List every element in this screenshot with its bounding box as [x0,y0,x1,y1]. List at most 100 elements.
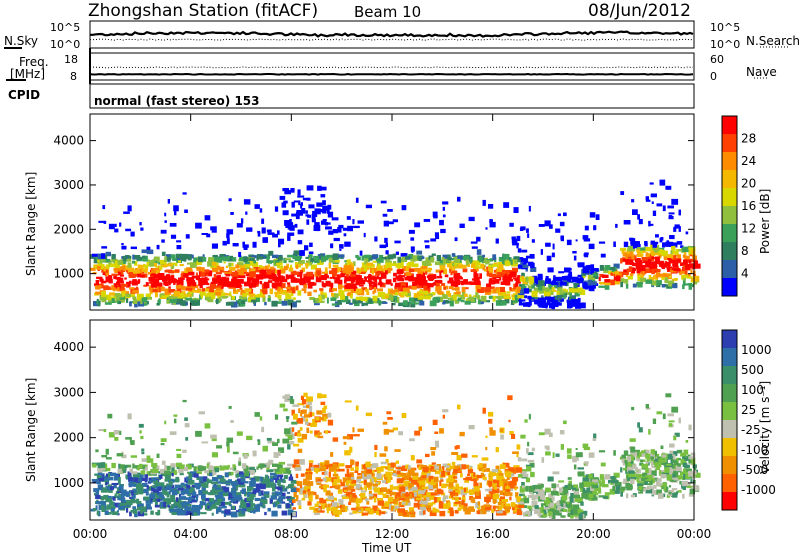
echo-cell [284,266,288,270]
echo-cell [546,446,549,451]
echo-cell [439,291,444,294]
echo-cell [306,272,313,277]
echo-cell [624,242,628,247]
echo-cell [161,443,165,445]
echo-cell [653,419,656,424]
echo-cell [200,512,207,514]
echo-cell [646,280,653,284]
echo-cell [513,256,519,259]
echo-cell [271,495,277,499]
echo-cell [250,258,255,261]
echo-cell [483,477,487,480]
echo-cell [295,224,298,228]
echo-cell [667,266,670,271]
nsearch-trace [90,39,693,40]
echo-cell [669,420,675,422]
echo-cell [176,497,179,502]
echo-cell [270,267,275,270]
echo-cell [352,283,356,289]
echo-cell [187,294,191,296]
echo-cell [514,207,519,213]
echo-cell [183,489,189,495]
echo-cell [605,474,611,480]
echo-cell [386,293,389,296]
echo-cell [604,279,610,283]
echo-cell [266,462,269,467]
echo-cell [516,245,518,249]
power-colorbar-tick-label: 16 [741,199,756,213]
echo-cell [334,485,340,488]
echo-cell [315,209,319,213]
echo-cell [570,497,574,503]
echo-cell [283,408,288,411]
echo-cell [355,255,358,258]
echo-cell [489,268,493,273]
echo-cell [212,230,217,232]
echo-cell [126,507,128,513]
echo-cell [323,219,327,221]
echo-cell [502,479,507,481]
echo-cell [202,490,208,494]
echo-cell [442,201,448,204]
echo-cell [298,449,303,453]
echo-cell [131,247,137,250]
echo-cell [395,283,401,288]
echo-cell [347,271,351,274]
echo-cell [520,226,525,230]
echo-cell [99,505,101,511]
echo-cell [509,497,511,501]
echo-cell [632,267,635,272]
echo-cell [339,244,344,249]
echo-cell [112,511,118,515]
echo-cell [526,466,531,471]
echo-cell [667,206,674,209]
power-ytick-label: 2000 [53,222,84,236]
echo-cell [242,463,246,469]
echo-cell [310,423,317,427]
echo-cell [677,254,681,258]
echo-cell [485,447,487,450]
echo-cell [669,423,673,427]
echo-cell [398,303,403,307]
echo-cell [312,211,315,216]
echo-cell [384,429,389,435]
echo-cell [679,210,682,216]
echo-cell [414,431,420,436]
echo-cell [320,187,327,191]
echo-cell [561,444,564,450]
echo-cell [430,238,436,241]
echo-cell [397,479,403,484]
echo-cell [569,292,572,297]
echo-cell [209,288,214,292]
echo-cell [164,421,166,425]
echo-cell [112,483,119,485]
echo-cell [323,293,327,296]
echo-cell [437,466,439,470]
echo-cell [272,234,278,238]
echo-cell [170,431,177,435]
echo-cell [227,238,230,244]
echo-cell [449,482,454,487]
echo-cell [419,301,424,306]
echo-cell [170,279,177,283]
echo-cell [588,280,593,286]
echo-cell [643,460,645,462]
echo-cell [435,509,438,513]
echo-cell [117,287,119,291]
echo-cell [416,251,422,255]
echo-cell [526,448,529,454]
echo-cell [283,480,286,483]
echo-cell [289,225,294,231]
echo-cell [362,303,368,306]
echo-cell [685,247,688,249]
echo-cell [382,302,387,304]
echo-cell [317,432,321,434]
echo-cell [496,511,503,514]
echo-cell [253,242,257,248]
echo-cell [458,280,460,285]
echo-cell [554,509,557,515]
echo-cell [233,257,237,262]
echo-cell [411,286,416,290]
echo-cell [599,282,601,284]
echo-cell [134,489,137,493]
